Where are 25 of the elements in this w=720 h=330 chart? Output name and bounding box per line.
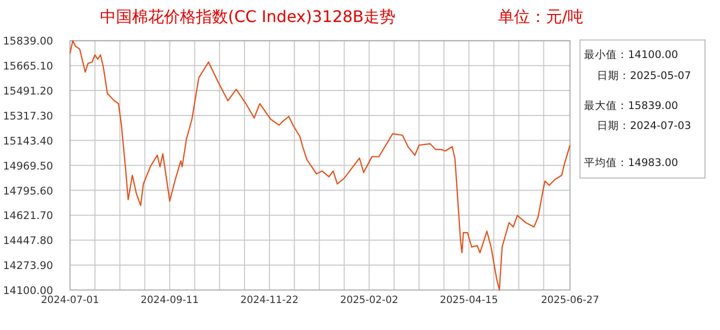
y-tick-label: 15491.20 xyxy=(3,86,54,98)
y-tick-label: 14969.50 xyxy=(3,160,54,172)
y-tick-label: 14100.00 xyxy=(3,285,54,297)
y-tick-label: 15143.40 xyxy=(3,135,54,148)
y-tick-label: 15839.00 xyxy=(3,36,54,48)
y-tick-label: 15317.30 xyxy=(3,110,54,122)
x-tick-label: 2024-07-01 xyxy=(40,295,100,306)
x-tick-label: 2025-02-02 xyxy=(340,295,398,306)
x-tick-label: 2024-09-11 xyxy=(140,295,199,306)
y-tick-label: 14273.90 xyxy=(3,260,54,272)
text: 日期：2025-05-07 xyxy=(597,70,692,82)
x-tick-label: 2025-04-15 xyxy=(440,295,498,306)
line-series xyxy=(69,40,571,291)
x-tick-label: 2024-11-22 xyxy=(240,295,299,306)
text: 最大值：15839.00 xyxy=(584,99,678,112)
text: 平均值：14983.00 xyxy=(584,157,678,169)
y-tick-label: 14621.70 xyxy=(3,210,54,222)
text: 日期：2024-07-03 xyxy=(597,120,692,132)
y-tick-label: 15665.10 xyxy=(3,60,54,73)
x-tick-label: 2025-06-27 xyxy=(540,295,600,306)
y-tick-label: 14447.80 xyxy=(3,235,54,248)
text: 最小值：14100.00 xyxy=(584,48,678,61)
text: 单位：元/吨 xyxy=(498,7,584,26)
y-tick-label: 14795.60 xyxy=(3,185,54,198)
chart-title: 中国棉花价格指数(CC Index)3128B走势 xyxy=(100,7,396,26)
